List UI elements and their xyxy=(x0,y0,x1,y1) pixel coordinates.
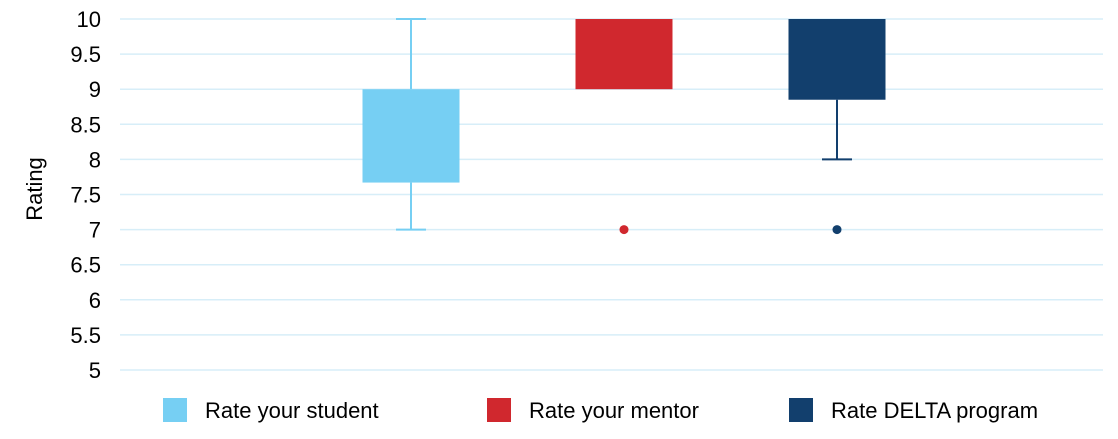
box-series xyxy=(362,18,886,235)
y-tick-label: 9 xyxy=(89,77,101,102)
box-series-2 xyxy=(575,19,673,235)
y-tick-label: 6 xyxy=(89,288,101,313)
y-tick-label: 5 xyxy=(89,358,101,383)
y-tick-label: 8.5 xyxy=(70,112,101,137)
box-iqr xyxy=(362,89,460,183)
legend-label: Rate your mentor xyxy=(529,398,699,423)
legend-swatch xyxy=(163,398,187,422)
legend: Rate your student Rate your mentor Rate DE… xyxy=(163,398,1038,423)
box-iqr xyxy=(788,19,886,100)
y-axis-label: Rating xyxy=(22,157,47,221)
legend-swatch xyxy=(487,398,511,422)
legend-item-1: Rate your student xyxy=(163,398,379,423)
y-tick-label: 6.5 xyxy=(70,253,101,278)
gridlines xyxy=(120,18,1103,371)
y-tick-label: 7 xyxy=(89,218,101,243)
box-series-1 xyxy=(362,18,460,231)
outlier-point xyxy=(619,225,629,235)
y-tick-label: 8 xyxy=(89,147,101,172)
legend-label: Rate your student xyxy=(205,398,379,423)
y-axis-ticks: 10 9.5 9 8.5 8 7.5 7 6.5 6 5.5 5 xyxy=(70,7,101,383)
y-tick-label: 10 xyxy=(77,7,101,32)
legend-item-3: Rate DELTA program xyxy=(789,398,1038,423)
legend-label: Rate DELTA program xyxy=(831,398,1038,423)
y-tick-label: 9.5 xyxy=(70,42,101,67)
outlier-point xyxy=(832,225,842,235)
y-tick-label: 7.5 xyxy=(70,183,101,208)
box-series-3 xyxy=(788,19,886,235)
legend-swatch xyxy=(789,398,813,422)
legend-item-2: Rate your mentor xyxy=(487,398,699,423)
y-tick-label: 5.5 xyxy=(70,323,101,348)
box-iqr xyxy=(575,19,673,90)
